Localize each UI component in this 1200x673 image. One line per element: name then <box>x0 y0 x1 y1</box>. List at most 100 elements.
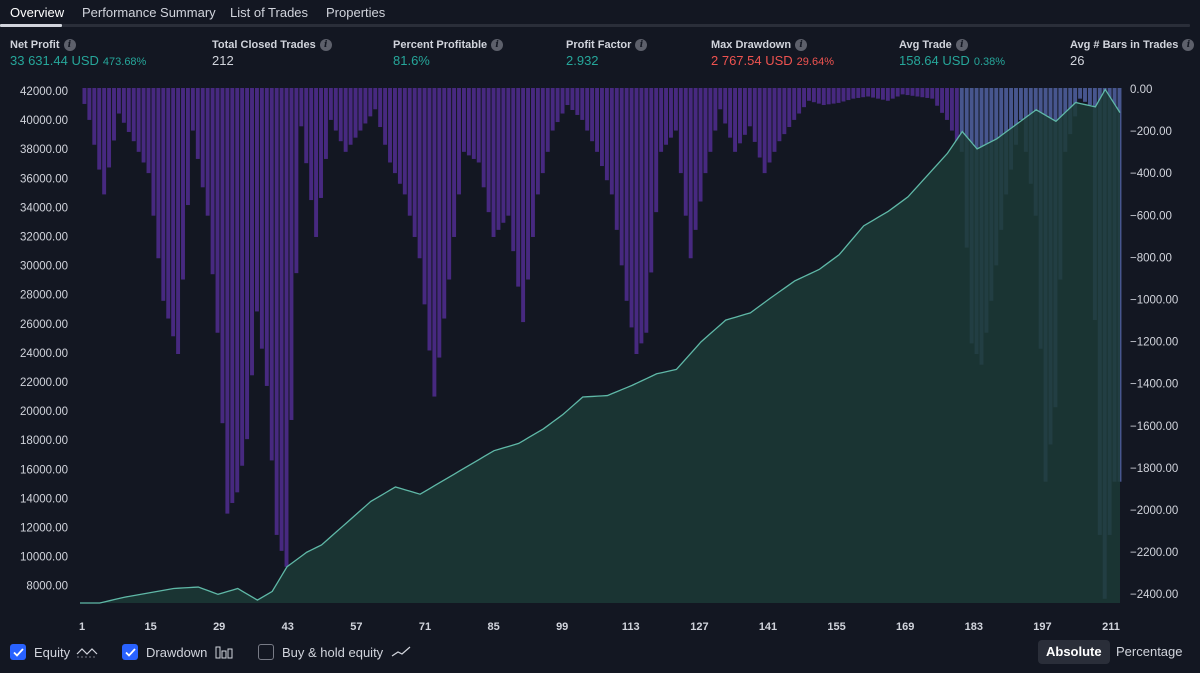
stat-label: Total Closed Trades <box>212 39 316 51</box>
drawdown-bar <box>925 88 930 98</box>
y-right-tick-label: −2400.00 <box>1130 589 1178 601</box>
drawdown-bar <box>915 88 920 97</box>
absolute-toggle[interactable]: Absolute <box>1038 640 1110 664</box>
drawdown-bar <box>664 88 668 145</box>
drawdown-bar <box>314 88 319 237</box>
drawdown-bar <box>851 88 856 99</box>
drawdown-bar <box>777 88 782 142</box>
drawdown-bar <box>476 88 481 163</box>
drawdown-bar <box>876 88 880 99</box>
stat-profit-factor: Profit Factor i 2.932 <box>566 39 648 68</box>
drawdown-bar <box>816 88 821 104</box>
drawdown-bar <box>235 88 240 493</box>
drawdown-bar <box>373 88 378 110</box>
y-left-tick-label: 42000.00 <box>20 86 68 98</box>
drawdown-bar <box>240 88 245 466</box>
tab-bar: Overview Performance Summary List of Tra… <box>0 0 1200 28</box>
checkmark-icon <box>12 647 24 657</box>
equity-drawdown-chart[interactable]: 42000.00 40000.00 38000.00 36000.00 34000.00… <box>0 0 1200 640</box>
tab-list-of-trades[interactable]: List of Trades <box>230 5 309 20</box>
y-left-tick-label: 26000.00 <box>20 319 68 331</box>
drawdown-bar <box>304 88 309 164</box>
drawdown-bar <box>713 88 718 131</box>
y-right-tick-label: −1400.00 <box>1130 379 1178 391</box>
stat-net-profit: Net Profit i 33 631.44 USD 473.68% <box>10 39 146 68</box>
drawdown-bar <box>210 88 215 275</box>
legend-drawdown[interactable]: Drawdown <box>122 640 233 664</box>
drawdown-bar <box>747 88 752 127</box>
drawdown-bar <box>846 88 851 101</box>
stat-value: 81.6% <box>393 53 430 68</box>
info-icon[interactable]: i <box>491 39 504 51</box>
drawdown-bar <box>284 88 289 567</box>
drawdown-bar <box>388 88 392 163</box>
x-tick-label: 1 <box>79 621 85 633</box>
info-icon[interactable]: i <box>319 39 332 51</box>
drawdown-bar <box>792 88 797 120</box>
drawdown-bar <box>831 88 836 104</box>
drawdown-bar <box>738 88 742 144</box>
drawdown-bar <box>856 88 861 98</box>
drawdown-bar <box>264 88 269 386</box>
legend-buy-hold[interactable]: Buy & hold equity <box>258 640 411 664</box>
tab-overview[interactable]: Overview <box>10 5 65 20</box>
y-right-tick-label: −600.00 <box>1130 210 1172 222</box>
info-icon[interactable]: i <box>795 39 808 51</box>
drawdown-bar <box>309 88 314 201</box>
y-left-tick-label: 40000.00 <box>20 115 68 127</box>
y-left-tick-label: 10000.00 <box>20 552 68 564</box>
drawdown-bar <box>614 88 619 230</box>
drawdown-bar <box>466 88 471 156</box>
drawdown-bar <box>294 88 299 274</box>
stat-percent-profitable: Percent Profitable i 81.6% <box>393 39 504 68</box>
drawdown-bar <box>131 88 136 142</box>
drawdown-bar <box>698 88 703 202</box>
drawdown-checkbox[interactable] <box>122 644 138 660</box>
info-icon[interactable]: i <box>63 39 76 51</box>
active-tab-indicator <box>0 24 62 27</box>
info-icon[interactable]: i <box>955 39 968 51</box>
stat-value: 2.932 <box>566 53 599 68</box>
drawdown-bar <box>402 88 407 195</box>
drawdown-bar <box>954 88 959 142</box>
drawdown-bar <box>935 88 940 106</box>
drawdown-bar <box>521 88 526 323</box>
drawdown-bar <box>659 88 664 152</box>
drawdown-bar <box>486 88 491 213</box>
legend-equity[interactable]: Equity <box>10 640 98 664</box>
info-icon[interactable]: i <box>635 39 648 51</box>
tab-properties[interactable]: Properties <box>326 5 386 20</box>
drawdown-bar <box>733 88 737 152</box>
drawdown-bar <box>220 88 225 424</box>
stat-avg-bars: Avg # Bars in Trades i 26 <box>1070 39 1195 68</box>
info-icon[interactable]: i <box>1182 39 1195 51</box>
tab-performance-summary[interactable]: Performance Summary <box>82 5 216 20</box>
x-tick-label: 57 <box>350 621 362 633</box>
equity-line <box>80 88 1121 604</box>
drawdown-bar <box>940 88 945 113</box>
drawdown-bar <box>102 88 107 195</box>
y-left-tick-label: 16000.00 <box>20 464 68 476</box>
drawdown-bar <box>447 88 452 280</box>
drawdown-bar <box>422 88 427 305</box>
y-left-tick-label: 8000.00 <box>26 581 68 593</box>
drawdown-bar <box>683 88 688 216</box>
drawdown-bar <box>728 88 733 138</box>
stat-value: 33 631.44 USD <box>10 53 99 68</box>
drawdown-bar <box>442 88 447 319</box>
equity-checkbox[interactable] <box>10 644 26 660</box>
x-tick-label: 169 <box>896 621 914 633</box>
drawdown-bar <box>397 88 402 184</box>
drawdown-bar <box>807 88 811 101</box>
buy-hold-checkbox[interactable] <box>258 644 274 660</box>
y-right-tick-label: −2000.00 <box>1130 505 1178 517</box>
percentage-toggle[interactable]: Percentage <box>1116 644 1183 659</box>
drawdown-bar <box>205 88 210 216</box>
drawdown-bar <box>550 88 555 131</box>
drawdown-bar <box>259 88 264 349</box>
checkmark-icon <box>124 647 136 657</box>
y-left-tick-label: 32000.00 <box>20 232 68 244</box>
drawdown-bar <box>930 88 935 99</box>
drawdown-bar <box>723 88 728 124</box>
drawdown-bar <box>545 88 550 152</box>
